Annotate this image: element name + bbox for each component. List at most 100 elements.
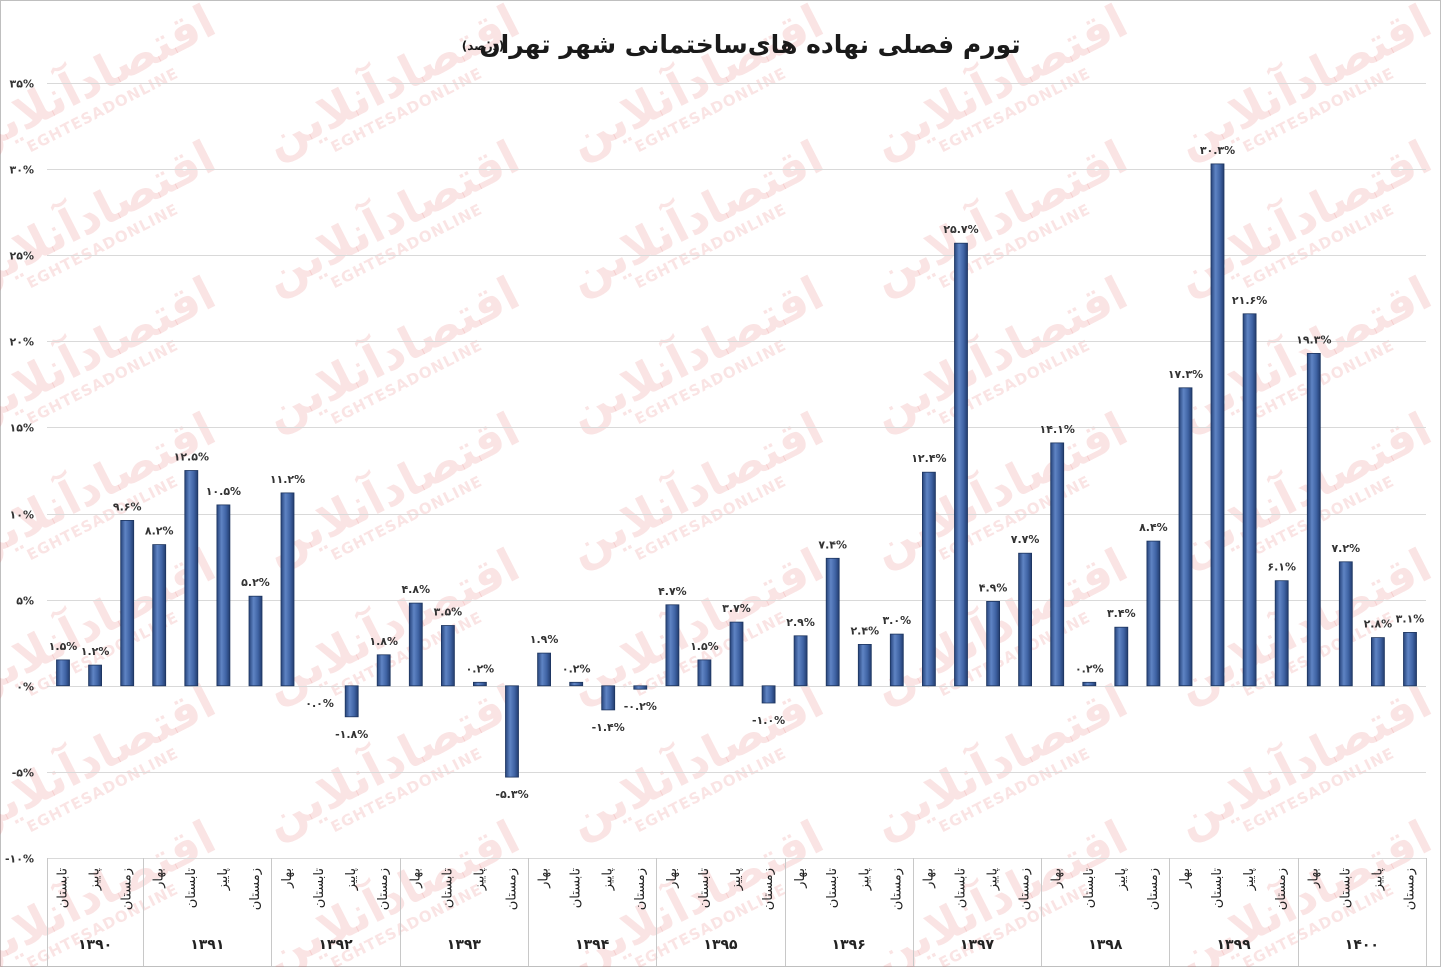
bar — [1210, 163, 1225, 687]
x-tick-label-season: تابستان — [184, 868, 199, 909]
x-group-label-year: ۱۳۹۵ — [703, 937, 738, 953]
x-group-label-year: ۱۳۹۸ — [1088, 937, 1123, 953]
x-tick-label-season: پاییز — [216, 868, 231, 892]
bar — [1371, 637, 1385, 687]
bar — [1242, 313, 1257, 687]
x-tick-label-season: تابستان — [440, 868, 455, 909]
data-label: ۱۱.۲% — [270, 473, 305, 486]
data-label: ۰.۲% — [1075, 662, 1104, 675]
x-tick-label-season: بهار — [152, 868, 167, 889]
data-label: ۳.۵% — [434, 606, 463, 619]
bar — [1178, 387, 1193, 687]
gridlines — [47, 83, 1426, 859]
x-tick-label-season: تابستان — [312, 868, 327, 909]
x-tick-label-season: زمستان — [376, 868, 391, 910]
y-tick-label: -۵% — [12, 767, 34, 780]
y-tick-label: ۲۵% — [10, 250, 34, 263]
x-tick-label-season: پاییز — [986, 868, 1001, 892]
bar — [633, 685, 648, 690]
data-label: ۳.۰% — [882, 614, 911, 627]
data-label: ۱۷.۳% — [1168, 368, 1203, 381]
bar — [601, 685, 616, 711]
bar — [344, 685, 359, 718]
x-tick-label-season: پاییز — [1370, 868, 1385, 892]
bar — [665, 604, 680, 687]
bar — [825, 557, 840, 687]
y-tick-label: ۰% — [16, 681, 34, 694]
x-tick-label-season: پاییز — [472, 868, 487, 892]
bar — [1050, 442, 1065, 687]
bar — [408, 602, 423, 687]
data-label: ۰.۲% — [562, 662, 591, 675]
data-label: ۴.۸% — [401, 583, 430, 596]
x-tick-label-season: تابستان — [954, 868, 969, 909]
data-label: -۱.۴% — [592, 721, 625, 734]
bar — [120, 520, 135, 687]
data-label: ۱۴.۱% — [1040, 423, 1075, 436]
bar — [1146, 540, 1161, 687]
data-label: ۳.۱% — [1396, 612, 1425, 625]
bar — [1338, 561, 1353, 687]
x-tick-label-season: پاییز — [729, 868, 744, 892]
bar — [56, 659, 70, 687]
data-label: ۱.۸% — [369, 635, 398, 648]
data-label: -۱.۸% — [335, 728, 368, 741]
data-label: ۲.۹% — [786, 616, 815, 629]
x-tick-label-season: بهار — [280, 868, 295, 889]
data-labels: ۱.۵% ۱.۲%۹.۶%۸.۲%۱۲.۵%۱۰.۵%۵.۲%۱۱.۲%۰.۰%-… — [49, 144, 1425, 801]
data-label: ۰.۰% — [305, 697, 334, 710]
data-label: ۸.۴% — [1139, 521, 1168, 534]
bar — [280, 492, 295, 687]
bar — [761, 685, 776, 704]
bar — [1274, 580, 1289, 687]
y-axis: ۳۵% ۳۰% ۲۵% ۲۰% ۱۵% ۱۰% ۵% ۰% -۵% -۱۰% — [5, 78, 34, 866]
bar — [505, 685, 519, 778]
x-tick-label-season: تابستان — [1338, 868, 1353, 909]
x-tick-label-season: زمستان — [120, 868, 135, 910]
x-tick-label-season: زمستان — [1018, 868, 1033, 910]
bar — [922, 471, 936, 687]
x-tick-label-season: زمستان — [633, 868, 648, 910]
bar — [1018, 552, 1032, 687]
data-label: ۷.۴% — [818, 538, 847, 551]
data-label: ۱.۵% — [690, 640, 719, 653]
x-tick-label-season: بهار — [921, 868, 936, 889]
x-tick-label-season: بهار — [1050, 868, 1065, 889]
data-label: ۱۹.۳% — [1296, 333, 1331, 346]
x-group-label-year: ۱۳۹۶ — [832, 937, 866, 953]
x-tick-label-season: بهار — [408, 868, 423, 889]
bar — [697, 659, 712, 687]
data-label: -۵.۳% — [495, 788, 528, 801]
x-tick-label-season: پاییز — [857, 868, 872, 892]
data-label: ۹.۶% — [113, 500, 142, 513]
x-tick-label-season: تابستان — [1210, 868, 1225, 909]
data-label: ۱۲.۴% — [911, 452, 946, 465]
x-tick-label-season: پاییز — [1114, 868, 1129, 892]
data-label: ۱۲.۵% — [174, 451, 209, 464]
bar — [857, 644, 872, 687]
x-tick-label-season: زمستان — [248, 868, 263, 910]
x-tick-label-season: زمستان — [889, 868, 904, 910]
data-label: ۱.۲% — [81, 645, 110, 658]
data-label: ۰.۲% — [466, 662, 495, 675]
bar — [954, 242, 968, 687]
bars — [56, 163, 1417, 778]
x-tick-label-season: زمستان — [761, 868, 776, 910]
data-label: -۱.۰% — [752, 714, 785, 727]
x-tick-label-season: پاییز — [344, 868, 359, 892]
bar — [1082, 681, 1097, 687]
bar — [1306, 352, 1321, 687]
y-tick-label: -۱۰% — [5, 853, 34, 866]
x-tick-label-season: تابستان — [569, 868, 584, 909]
data-label: ۲.۸% — [1364, 618, 1393, 631]
bar — [88, 664, 102, 687]
y-tick-label: ۱۵% — [10, 422, 34, 435]
data-label: ۲۱.۶% — [1232, 294, 1267, 307]
x-tick-label-season: تابستان — [1082, 868, 1097, 909]
bar — [472, 681, 487, 687]
bar — [376, 654, 391, 687]
data-label: ۷.۲% — [1331, 542, 1360, 555]
bar — [1114, 626, 1129, 687]
data-label: ۸.۲% — [145, 525, 174, 538]
